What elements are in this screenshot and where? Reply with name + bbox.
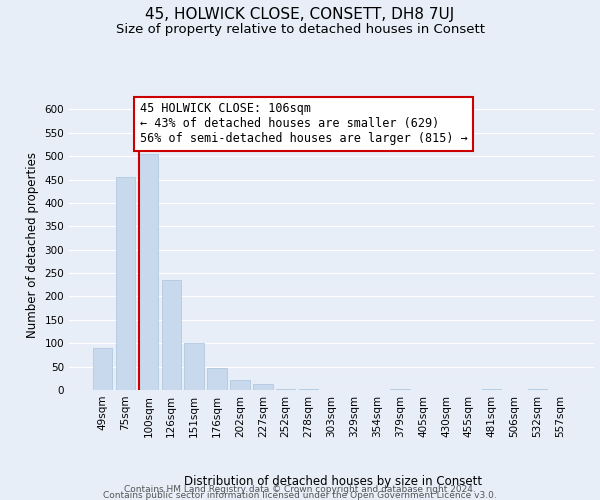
- Bar: [93, 348, 112, 390]
- Bar: [116, 177, 135, 390]
- Text: Distribution of detached houses by size in Consett: Distribution of detached houses by size …: [184, 474, 482, 488]
- Text: Contains HM Land Registry data © Crown copyright and database right 2024.: Contains HM Land Registry data © Crown c…: [124, 484, 476, 494]
- Bar: [184, 343, 204, 390]
- Y-axis label: Number of detached properties: Number of detached properties: [26, 152, 39, 338]
- Text: 45 HOLWICK CLOSE: 106sqm
← 43% of detached houses are smaller (629)
56% of semi-: 45 HOLWICK CLOSE: 106sqm ← 43% of detach…: [140, 102, 467, 146]
- Bar: [208, 368, 227, 390]
- Text: Size of property relative to detached houses in Consett: Size of property relative to detached ho…: [115, 22, 485, 36]
- Bar: [139, 154, 158, 390]
- Bar: [528, 389, 547, 390]
- Bar: [299, 389, 319, 390]
- Bar: [482, 389, 502, 390]
- Bar: [253, 384, 272, 390]
- Bar: [276, 389, 295, 390]
- Text: Contains public sector information licensed under the Open Government Licence v3: Contains public sector information licen…: [103, 490, 497, 500]
- Bar: [391, 389, 410, 390]
- Bar: [161, 280, 181, 390]
- Bar: [230, 380, 250, 390]
- Text: 45, HOLWICK CLOSE, CONSETT, DH8 7UJ: 45, HOLWICK CLOSE, CONSETT, DH8 7UJ: [145, 8, 455, 22]
